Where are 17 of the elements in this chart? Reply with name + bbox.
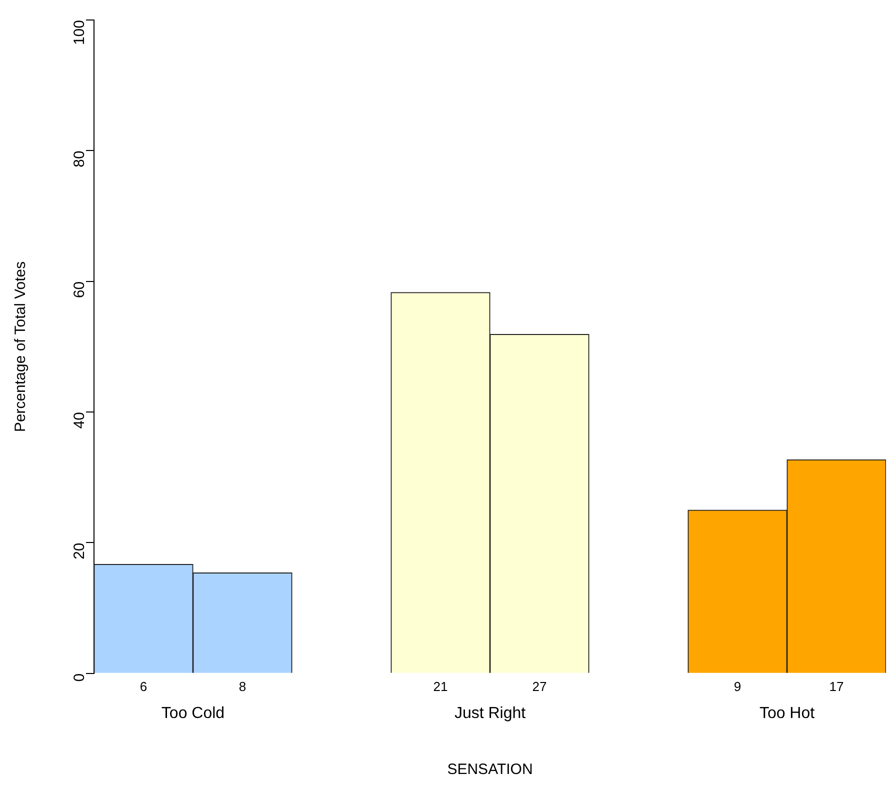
- x-tick-label: 9: [734, 678, 742, 694]
- text: Too Cold: [161, 704, 225, 722]
- text: Too Hot: [759, 704, 816, 722]
- y-tick-label: 80: [71, 150, 88, 168]
- x-tick-label: 17: [829, 678, 844, 694]
- y-axis-title: Percentage of Total Votes: [12, 261, 30, 432]
- y-tick-label: 100: [71, 20, 88, 46]
- x-tick-label: 21: [433, 678, 448, 694]
- y-tick-label: 20: [71, 542, 88, 560]
- y-tick-label: 0: [71, 673, 88, 682]
- x-axis-title: SENSATION: [447, 761, 533, 778]
- text: Just Right: [454, 704, 526, 722]
- x-tick-label: 8: [238, 678, 246, 694]
- x-tick-label: 27: [532, 678, 547, 694]
- y-tick-label: 40: [71, 412, 88, 429]
- x-tick-label: 6: [140, 678, 148, 694]
- y-tick-label: 60: [71, 281, 88, 298]
